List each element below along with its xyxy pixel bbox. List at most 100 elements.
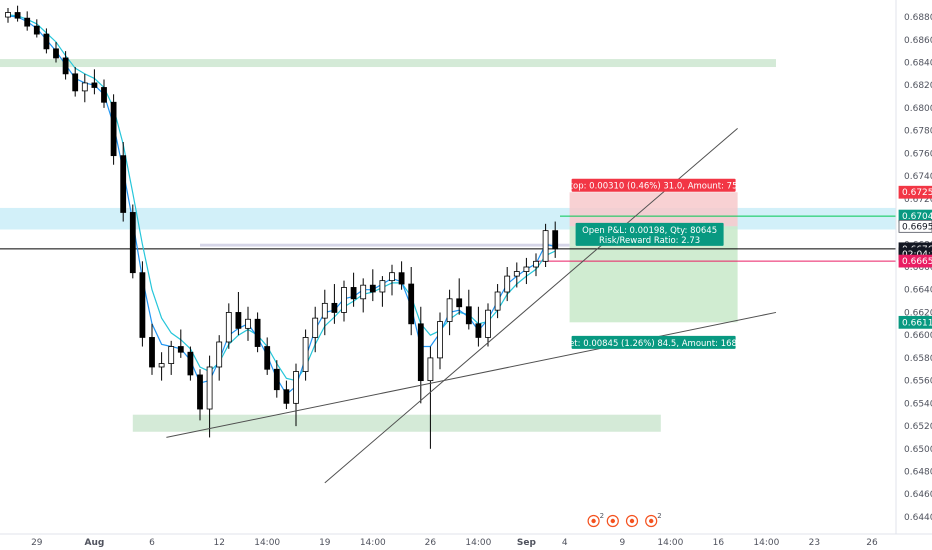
candle-body [494,291,501,311]
candle [341,280,347,322]
candle-body [254,318,261,347]
x-tick-label: 23 [809,538,820,548]
moving-averages [7,14,556,396]
y-tick-label: 0.66400 [904,286,932,296]
pnl-label-text: Open P&L: 0.00198, Qty: 80645 [582,226,717,236]
candle-body [216,341,223,368]
candle [110,94,117,165]
candle [542,223,549,267]
candle [120,142,127,222]
candle-body [504,275,511,293]
candle-body [235,312,242,329]
y-tick-label: 0.68600 [904,36,932,46]
candle-body [379,280,386,293]
event-icon-2[interactable] [606,514,619,528]
candle-body [302,337,309,372]
target-label-bg [571,335,736,349]
candle [504,267,511,302]
candle [129,204,136,279]
candle [379,276,386,307]
candle [254,312,261,353]
x-tick-label: 14:00 [465,538,491,548]
zone-bottom-green[interactable] [132,414,661,432]
candle-body [475,323,482,338]
candle-body [360,284,367,300]
candle [513,262,520,288]
y-tick-label: 0.67400 [904,172,932,182]
y-tick-label: 0.64400 [904,513,932,523]
x-tick-label: 29 [31,538,43,548]
candle [446,289,453,336]
candle-body [283,389,290,404]
x-tick-label: 14:00 [753,538,779,548]
price-tag-text: 0.67258 [902,188,932,198]
candle [273,360,280,398]
x-tick-label: 14:00 [360,538,386,548]
price-tag: 0.66652 [898,254,932,268]
time-axis[interactable]: 29 Aug 6 12 14:00 19 14:00 26 14:00 Sep 4 9 14:00 16 1… [31,538,878,548]
candle-body [312,317,319,338]
stop-label-bg [571,178,736,192]
candle [321,289,328,336]
candle [14,5,21,22]
candle [62,51,69,80]
candle [139,261,146,347]
candle-body [369,284,376,293]
candle-body [53,48,59,59]
candle-body [129,212,136,274]
candle-body [43,33,50,50]
x-tick-label: 12 [213,538,224,548]
zone-top-green[interactable] [0,59,776,68]
candle-body [264,346,271,370]
x-tick-label: 4 [562,538,568,548]
candle-body [149,337,155,368]
candle-body [14,12,21,19]
candle-body [552,230,559,250]
ma-slow-line [7,14,556,382]
candle [149,323,155,375]
event-icon-4[interactable]: 2 [645,512,662,528]
stop-zone[interactable] [569,192,738,227]
candle-body [177,346,184,353]
zone-lavender[interactable] [200,243,570,247]
y-tick-label: 0.66200 [904,308,932,318]
price-tag-text: 0.66652 [902,257,932,267]
candle-body [446,298,453,322]
candle-body [408,283,415,325]
event-flag-icon [649,518,654,524]
x-tick-label: 9 [620,538,626,548]
candle-body [523,266,530,272]
price-tag-bg [898,254,932,268]
event-badge: 2 [657,512,661,520]
candle-body [398,272,405,285]
y-tick-label: 0.65000 [904,445,932,455]
candle [417,306,424,404]
candle [456,278,463,315]
price-axis[interactable]: 0.68800 0.68600 0.68400 0.68200 0.68000 0.678… [904,13,932,523]
time-axis-bg[interactable] [0,534,932,550]
price-tag-bg [898,315,932,329]
position-tool[interactable] [569,192,738,323]
x-tick-label: Aug [84,538,104,548]
candle-body [139,272,146,338]
candle-body [187,351,194,376]
candle-body [417,323,424,382]
pnl-label-text: Risk/Reward Ratio: 2.73 [599,236,700,246]
candle-body [513,271,520,277]
event-icon-3[interactable] [625,514,639,528]
y-tick-label: 0.65800 [904,354,932,364]
candle [350,272,357,307]
event-icon-1[interactable]: 2 [587,512,604,528]
lower-support-line[interactable] [166,311,777,438]
candle [533,253,539,277]
candle [158,352,165,381]
candle [187,346,194,381]
candle [101,79,107,108]
candle [264,337,271,375]
candle-body [101,87,107,103]
x-tick-label: 14:00 [254,538,280,548]
pnl-label: Open P&L: 0.00198, Qty: 80645Risk/Reward… [575,222,724,246]
x-tick-label: 19 [319,538,331,548]
